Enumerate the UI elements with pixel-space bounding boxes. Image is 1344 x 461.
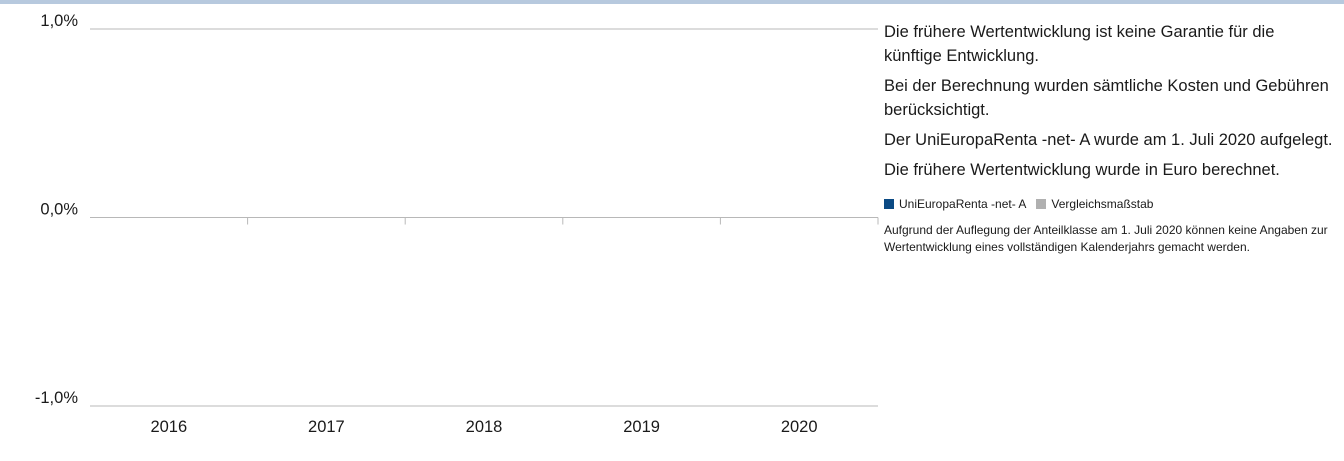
note-past-performance: Die frühere Wertentwicklung ist keine Ga… bbox=[884, 23, 1275, 65]
legend-label-benchmark: Vergleichsmaßstab bbox=[1051, 197, 1154, 211]
note-currency: Die frühere Wertentwicklung wurde in Eur… bbox=[884, 161, 1280, 179]
footnote-text: Aufgrund der Auflegung der Anteilklasse … bbox=[884, 223, 1328, 254]
note-launch-date: Der UniEuropaRenta -net- A wurde am 1. J… bbox=[884, 131, 1333, 149]
legend-swatch-benchmark bbox=[1036, 199, 1047, 209]
notes-panel: Die frühere Wertentwicklung ist keine Ga… bbox=[884, 20, 1334, 256]
legend-item-fund: UniEuropaRenta -net- A bbox=[884, 196, 1026, 212]
chart-legend: UniEuropaRenta -net- A Vergleichsmaßstab bbox=[884, 196, 1334, 212]
y-tick-label: 1,0% bbox=[40, 12, 78, 30]
top-accent-bar bbox=[0, 0, 1344, 4]
legend-label-fund: UniEuropaRenta -net- A bbox=[899, 197, 1027, 211]
y-tick-label: -1,0% bbox=[35, 389, 78, 407]
x-tick-label: 2018 bbox=[466, 418, 503, 436]
x-tick-label: 2017 bbox=[308, 418, 345, 436]
y-tick-label: 0,0% bbox=[40, 201, 78, 219]
x-tick-label: 2016 bbox=[150, 418, 187, 436]
note-costs: Bei der Berechnung wurden sämtliche Kost… bbox=[884, 77, 1329, 119]
legend-swatch-fund bbox=[884, 199, 894, 209]
x-tick-label: 2020 bbox=[781, 418, 818, 436]
legend-item-benchmark: Vergleichsmaßstab bbox=[1036, 196, 1153, 212]
x-tick-label: 2019 bbox=[623, 418, 660, 436]
performance-chart: 1,0% 0,0% -1,0% 2016 2017 2018 2019 2020 bbox=[35, 12, 879, 436]
